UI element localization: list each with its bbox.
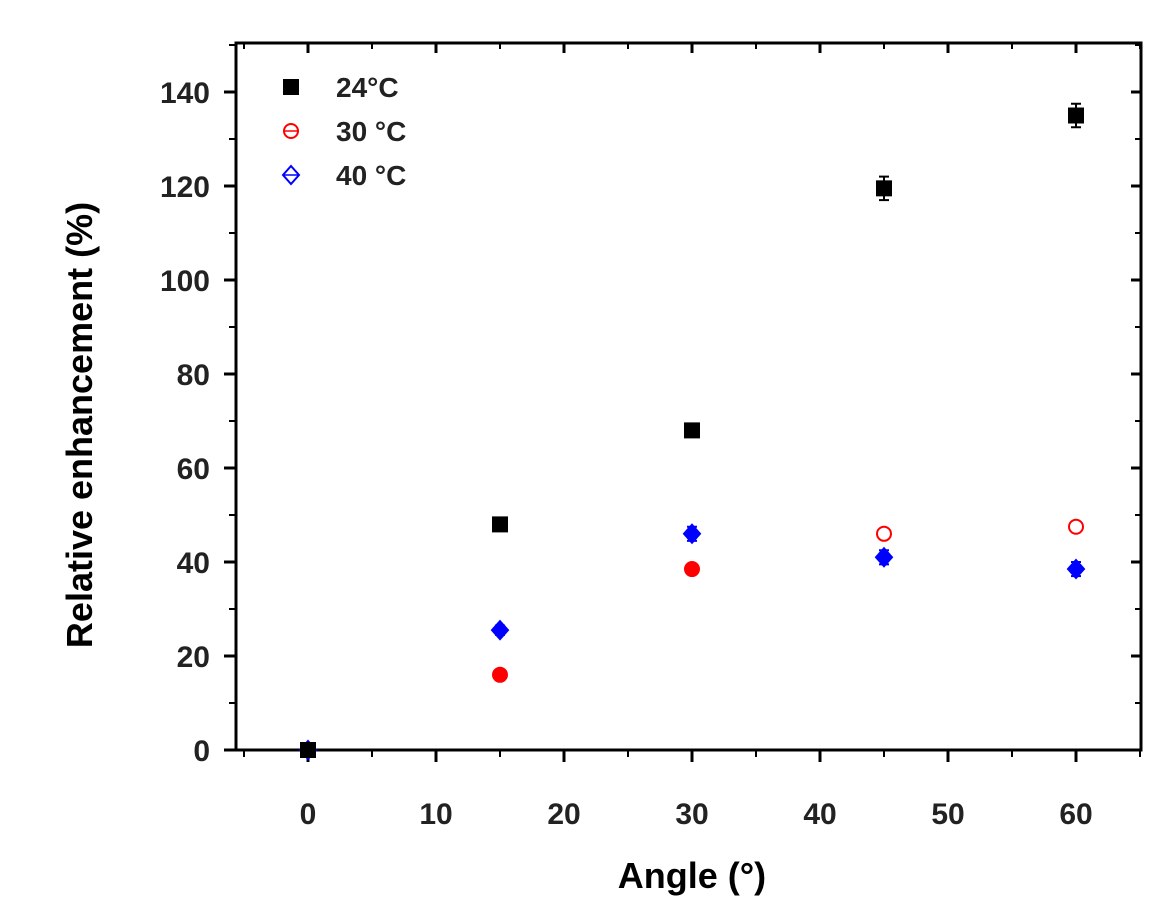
data-point bbox=[492, 516, 508, 533]
y-tick-label: 60 bbox=[177, 453, 210, 486]
y-tick-label: 100 bbox=[160, 265, 210, 298]
plot-frame bbox=[234, 41, 1143, 752]
y-tick-label: 140 bbox=[160, 77, 210, 110]
y-axis-title: Relative enhancement (%) bbox=[59, 202, 100, 648]
y-tick-label: 120 bbox=[160, 171, 210, 204]
legend-label: 30 °C bbox=[336, 116, 406, 147]
data-point bbox=[684, 561, 700, 578]
data-point bbox=[492, 666, 508, 683]
data-points bbox=[298, 102, 1086, 761]
x-tick-label: 60 bbox=[1059, 798, 1092, 831]
x-axis-title: Angle (°) bbox=[618, 855, 766, 896]
data-point bbox=[684, 422, 700, 439]
x-tick-label: 50 bbox=[931, 798, 964, 831]
y-axis-ticks: 0 20 40 60 80 100 120 140 bbox=[160, 44, 1141, 768]
data-point bbox=[1068, 518, 1084, 535]
x-tick-label: 10 bbox=[419, 798, 452, 831]
y-tick-label: 40 bbox=[177, 547, 210, 580]
legend-label: 24°C bbox=[336, 72, 399, 103]
data-point bbox=[1066, 558, 1086, 580]
x-tick-label: 30 bbox=[675, 798, 708, 831]
legend: 24°C 30 °C 40 °C bbox=[281, 72, 406, 191]
legend-label: 40 °C bbox=[336, 160, 406, 191]
data-point bbox=[490, 619, 510, 641]
x-axis-ticks: 0 10 20 30 40 50 60 bbox=[243, 43, 1141, 831]
y-tick-label: 20 bbox=[177, 641, 210, 674]
data-point bbox=[682, 523, 702, 545]
y-tick-label: 80 bbox=[177, 359, 210, 392]
data-point bbox=[876, 525, 892, 542]
y-tick-label: 0 bbox=[193, 735, 210, 768]
data-point bbox=[300, 742, 316, 758]
data-point bbox=[874, 546, 894, 568]
x-tick-label: 20 bbox=[547, 798, 580, 831]
data-point bbox=[1068, 107, 1084, 124]
x-tick-label: 0 bbox=[300, 798, 317, 831]
data-point bbox=[876, 180, 892, 197]
x-tick-label: 40 bbox=[803, 798, 836, 831]
